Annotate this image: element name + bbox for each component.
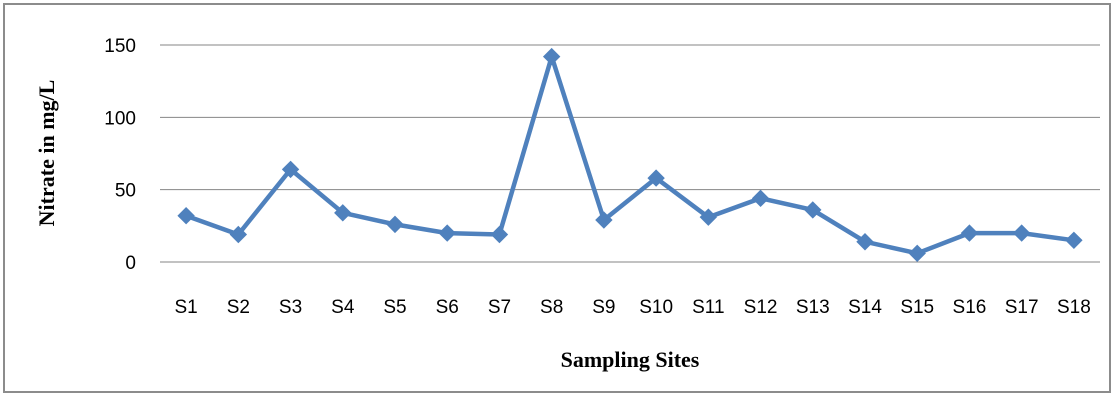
data-point-marker (1012, 224, 1031, 242)
data-point-marker (542, 47, 561, 66)
data-point-marker (490, 225, 509, 244)
y-tick-labels: 0 50 100 150 (104, 36, 136, 274)
data-point-marker (177, 206, 195, 225)
x-tick-label: S4 (331, 297, 355, 318)
y-axis-title: Nitrate in mg/L (34, 80, 59, 227)
x-tick-label: S10 (639, 297, 673, 318)
x-tick-label: S8 (540, 297, 563, 318)
data-point-marker (699, 208, 718, 226)
x-tick-label: S11 (692, 297, 724, 318)
x-tick-label: S9 (592, 297, 615, 318)
x-tick-label: S15 (900, 297, 934, 318)
data-point-marker (804, 201, 822, 219)
data-point-marker (438, 224, 456, 242)
x-tick-label: S5 (383, 297, 406, 318)
x-tick-label: S17 (1005, 297, 1039, 318)
data-point-marker (856, 233, 874, 251)
data-point-marker (334, 204, 352, 222)
data-point-marker (386, 215, 404, 234)
y-tick-label: 100 (104, 108, 136, 129)
x-tick-label: S1 (174, 297, 197, 318)
data-point-marker (229, 225, 248, 244)
data-point-marker (281, 160, 300, 179)
y-tick-label: 50 (115, 181, 136, 202)
data-point-marker (595, 211, 613, 229)
data-point-marker (960, 224, 979, 242)
data-point-marker (908, 244, 926, 263)
x-tick-label: S14 (848, 297, 882, 318)
x-tick-label: S16 (953, 297, 987, 318)
x-tick-label: S7 (488, 297, 511, 318)
y-tick-label: 150 (104, 36, 136, 57)
x-tick-label: S13 (796, 297, 830, 318)
series-nitrate (177, 47, 1083, 263)
y-tick-label: 0 (125, 253, 136, 274)
x-tick-label: S12 (744, 297, 778, 318)
x-tick-label: S6 (436, 297, 459, 318)
x-axis-title: Sampling Sites (561, 347, 700, 372)
x-tick-labels: S1 S2 S3 S4 S5 S6 S7 S8 S9 S10 S11 S12 S13 S14 S15 S16 S… (174, 297, 1090, 318)
series-line (185, 54, 1075, 256)
x-tick-label: S2 (227, 297, 250, 318)
x-tick-label: S18 (1057, 297, 1091, 318)
gridlines (160, 44, 1100, 263)
data-point-marker (1065, 231, 1083, 250)
x-tick-label: S3 (279, 297, 302, 318)
data-point-marker (751, 189, 770, 208)
data-point-marker (647, 169, 665, 187)
